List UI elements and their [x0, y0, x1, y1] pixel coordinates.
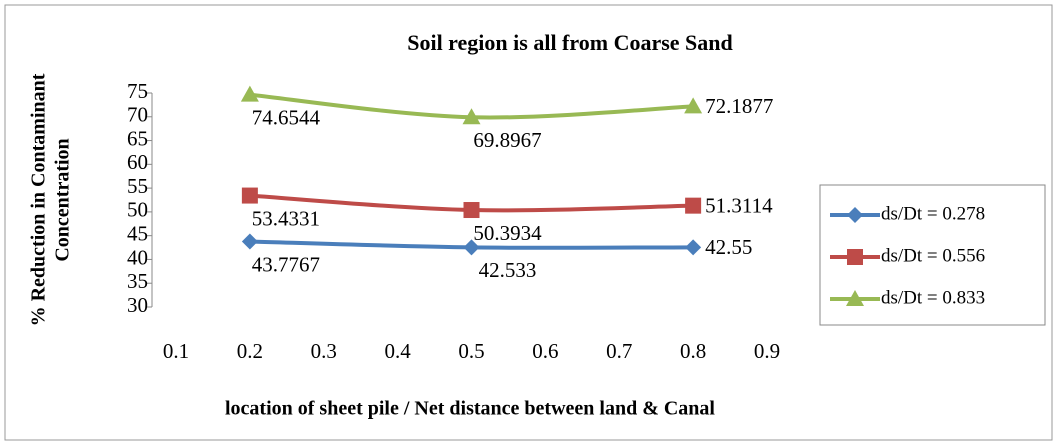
- y-tick-label: 50: [127, 198, 148, 222]
- data-point: [463, 202, 480, 219]
- data-point: [685, 239, 702, 256]
- data-label: 74.6544: [252, 105, 321, 129]
- data-label: 53.4331: [252, 206, 320, 230]
- legend-marker: [846, 290, 864, 306]
- data-label: 50.3934: [473, 221, 542, 245]
- data-label: 51.3114: [705, 193, 773, 217]
- data-label: 43.7767: [252, 252, 320, 276]
- x-tick-label: 0.3: [311, 339, 337, 363]
- y-axis-label: Concentration: [52, 138, 74, 261]
- data-point: [240, 85, 259, 102]
- data-point: [241, 187, 258, 204]
- y-tick-label: 65: [127, 126, 148, 150]
- y-tick-label: 60: [127, 150, 148, 174]
- y-tick-label: 55: [127, 174, 148, 198]
- legend-label: ds/Dt = 0.833: [881, 287, 985, 308]
- y-tick-label: 30: [127, 293, 148, 317]
- y-tick-label: 40: [127, 245, 148, 269]
- legend-marker: [847, 207, 863, 223]
- data-point: [462, 108, 481, 125]
- x-tick-label: 0.4: [385, 339, 412, 363]
- y-tick-label: 45: [127, 221, 148, 245]
- legend-marker: [847, 249, 863, 265]
- x-tick-label: 0.5: [458, 339, 484, 363]
- x-tick-label: 0.6: [532, 339, 558, 363]
- chart-title: Soil region is all from Coarse Sand: [407, 30, 733, 55]
- x-tick-label: 0.8: [680, 339, 706, 363]
- data-label: 69.8967: [473, 128, 541, 152]
- data-point: [685, 197, 702, 214]
- data-point: [241, 233, 258, 250]
- legend-label: ds/Dt = 0.556: [881, 245, 985, 266]
- data-label: 72.1877: [705, 94, 773, 118]
- data-point: [463, 239, 480, 256]
- x-tick-label: 0.7: [606, 339, 632, 363]
- y-tick-label: 70: [127, 103, 148, 127]
- legend-label: ds/Dt = 0.278: [881, 203, 985, 224]
- x-tick-label: 0.2: [237, 339, 263, 363]
- data-point: [684, 97, 703, 114]
- data-label: 42.533: [479, 258, 537, 282]
- x-tick-label: 0.9: [754, 339, 780, 363]
- y-tick-label: 75: [127, 79, 148, 103]
- x-axis-label: location of sheet pile / Net distance be…: [225, 398, 715, 420]
- y-tick-label: 35: [127, 269, 148, 293]
- data-label: 42.55: [705, 235, 752, 259]
- x-tick-label: 0.1: [163, 339, 189, 363]
- y-axis-label: % Reduction in Contaminant: [28, 73, 50, 326]
